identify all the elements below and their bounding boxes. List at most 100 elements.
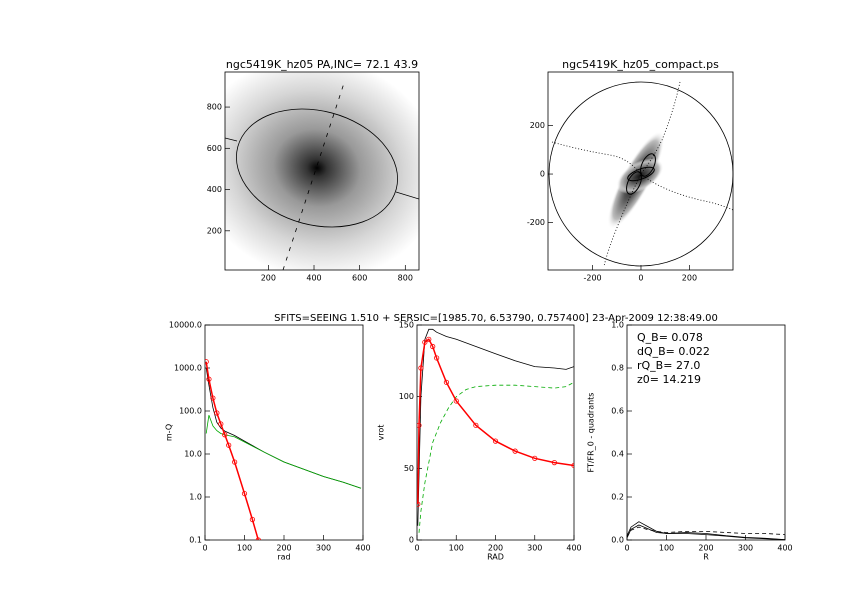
y-tick-label: 50 (404, 464, 414, 473)
chart-title: ngc5419K_hz05_compact.ps (562, 58, 719, 71)
marker (226, 442, 232, 448)
x-tick-label: 0 (414, 544, 419, 553)
deprojected-image (548, 81, 734, 267)
y-tick-label: 0.8 (611, 364, 624, 373)
series-line (627, 524, 785, 540)
x-tick-label: 0 (202, 544, 207, 553)
annotation: Q_B= 0.078 (637, 331, 703, 344)
x-tick-label: 200 (261, 274, 276, 283)
x-axis-label: R (703, 553, 709, 562)
y-tick-label: 0.4 (611, 450, 624, 459)
marker (417, 422, 422, 428)
marker (417, 501, 421, 507)
x-tick-label: 100 (659, 544, 674, 553)
x-tick-label: 200 (698, 544, 713, 553)
y-tick-label: 0.6 (611, 407, 624, 416)
marker (255, 537, 261, 540)
galaxy-image (225, 72, 419, 270)
marker (571, 462, 574, 469)
series-line (418, 381, 574, 533)
plot-frame (416, 324, 575, 541)
x-tick-label: 400 (566, 544, 581, 553)
y-tick-label: 1.0 (611, 321, 624, 330)
y-tick-label: -200 (527, 218, 545, 227)
x-tick-label: 0 (624, 544, 629, 553)
annotation: rQ_B= 27.0 (637, 359, 700, 372)
x-tick-label: 400 (777, 544, 792, 553)
x-tick-label: 100 (237, 544, 252, 553)
y-tick-label: 0.0 (611, 536, 624, 545)
y-tick-label: 0 (409, 536, 414, 545)
marker (512, 448, 518, 454)
marker (551, 459, 557, 466)
y-tick-label: 1000.0 (174, 364, 202, 373)
marker (232, 459, 238, 465)
series-line (205, 361, 260, 540)
y-tick-label: 600 (207, 144, 222, 153)
plot-area (205, 359, 362, 540)
plot-frame (547, 71, 734, 271)
chart-title: ngc5419K_hz05 PA,INC= 72.1 43.9 (226, 58, 418, 71)
marker (249, 516, 255, 523)
series-line (627, 526, 785, 538)
marker (434, 355, 440, 361)
marker (418, 365, 424, 371)
x-tick-label: 400 (355, 544, 370, 553)
marker (473, 422, 479, 428)
x-tick-label: 300 (316, 544, 331, 553)
y-tick-label: 200 (207, 226, 222, 235)
x-tick-label: 100 (449, 544, 464, 553)
marker (222, 432, 228, 438)
y-tick-label: 0 (540, 170, 545, 179)
plot-area (627, 521, 785, 540)
annotation: dQ_B= 0.022 (637, 345, 710, 358)
x-tick-label: 800 (398, 274, 413, 283)
y-tick-label: 0.1 (189, 536, 202, 545)
y-axis-label: FT/FR_0 - quadrants (587, 393, 596, 473)
y-tick-label: 400 (207, 185, 222, 194)
y-tick-label: 200 (530, 121, 545, 130)
series-line (417, 338, 574, 505)
x-tick-label: 200 (276, 544, 291, 553)
marker (443, 379, 450, 385)
suptitle: SFITS=SEEING 1.510 + SERSIC=[1985.70, 6.… (274, 313, 718, 324)
series-line (205, 367, 362, 489)
marker (210, 395, 216, 401)
y-tick-label: 1.0 (189, 493, 202, 502)
y-axis-label: m-Q (165, 424, 174, 441)
marker (218, 421, 224, 427)
x-tick-label: 300 (527, 544, 542, 553)
marker (206, 376, 212, 382)
series-line (417, 328, 574, 526)
plot-frame (224, 71, 420, 271)
y-tick-label: 100 (399, 392, 414, 401)
y-tick-label: 10.0 (184, 450, 202, 459)
x-tick-label: 200 (488, 544, 503, 553)
plot-area (417, 328, 574, 533)
series-line (205, 415, 362, 489)
x-tick-label: 0 (638, 274, 643, 283)
y-tick-label: 800 (207, 103, 222, 112)
x-tick-label: 600 (352, 274, 367, 283)
marker (453, 398, 459, 404)
annotation: z0= 14.219 (637, 373, 701, 386)
y-axis-label: vrot (377, 425, 386, 441)
x-axis-label: RAD (487, 553, 504, 562)
marker (426, 336, 432, 342)
marker (430, 343, 436, 350)
x-tick-label: -200 (583, 274, 601, 283)
x-tick-label: 400 (306, 274, 321, 283)
marker (532, 455, 538, 461)
x-tick-label: 300 (738, 544, 753, 553)
y-tick-label: 100.0 (179, 407, 202, 416)
series-line (627, 521, 785, 540)
y-tick-label: 10000.0 (169, 321, 202, 330)
y-tick-label: 0.2 (611, 493, 624, 502)
marker (214, 410, 220, 416)
x-axis-label: rad (277, 553, 290, 562)
y-tick-label: 150 (399, 321, 414, 330)
x-tick-label: 200 (682, 274, 697, 283)
marker (241, 490, 248, 497)
marker (205, 359, 209, 365)
